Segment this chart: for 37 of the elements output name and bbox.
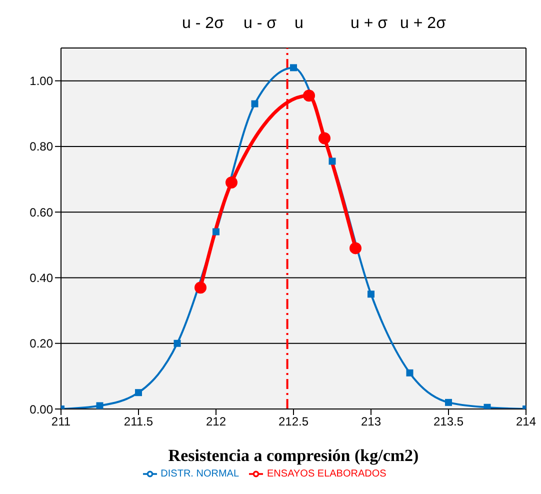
text: u + σ xyxy=(350,15,388,32)
x-axis-title: Resistencia a compresión (kg/cm2) xyxy=(168,446,419,465)
point xyxy=(368,290,374,298)
x-tick-label: 213 xyxy=(360,414,382,429)
text: u xyxy=(294,15,304,32)
text: u - σ xyxy=(244,15,277,32)
point xyxy=(251,100,258,108)
y-tick-label: 0.60 xyxy=(30,205,54,220)
point xyxy=(194,282,206,294)
x-tick-label: 214 xyxy=(516,414,536,429)
x-tick-label: 212 xyxy=(206,414,226,429)
x-tick-label: 211.5 xyxy=(124,414,154,429)
point xyxy=(328,158,336,165)
text: u + 2σ xyxy=(400,15,446,32)
y-tick-label: 0.00 xyxy=(30,402,54,416)
point xyxy=(318,132,330,144)
legend-label: DISTR. NORMAL xyxy=(160,468,240,480)
y-tick-label: 0.40 xyxy=(30,270,54,285)
point xyxy=(303,90,315,102)
point xyxy=(350,242,362,254)
legend-label: ENSAYOS ELABORADOS xyxy=(267,468,386,480)
x-tick-label: 213.5 xyxy=(433,414,464,429)
point xyxy=(96,402,104,409)
x-tick-label: 212.5 xyxy=(278,414,309,429)
point xyxy=(484,404,491,409)
y-tick-label: 0.80 xyxy=(30,140,54,154)
point xyxy=(212,228,220,236)
point xyxy=(226,176,238,189)
y-tick-label: 1.00 xyxy=(30,74,54,88)
point xyxy=(445,398,452,406)
point xyxy=(406,369,414,376)
x-tick-label: 211 xyxy=(51,414,71,429)
y-tick-label: 0.20 xyxy=(30,336,54,351)
point xyxy=(174,340,181,347)
point xyxy=(135,389,142,396)
text: u - 2σ xyxy=(182,15,224,32)
point xyxy=(290,64,297,72)
